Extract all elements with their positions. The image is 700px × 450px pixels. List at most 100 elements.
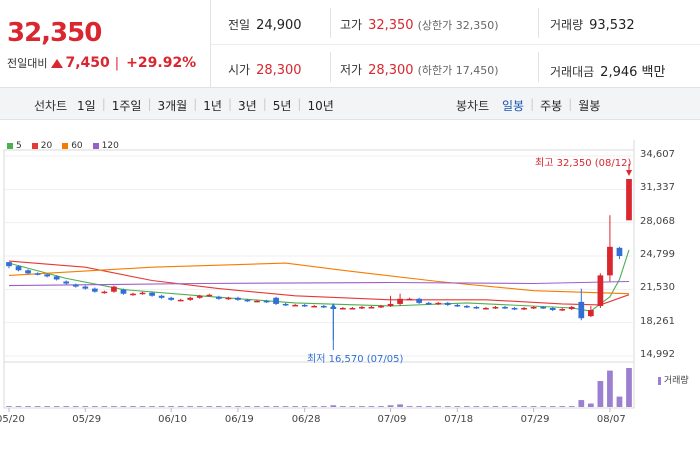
y-tick-label: 24,799 bbox=[640, 249, 675, 260]
volume-bar bbox=[244, 406, 251, 407]
line-period-tab-1[interactable]: 1주일 bbox=[111, 99, 142, 113]
tab-separator: | bbox=[227, 97, 232, 111]
legend-swatch bbox=[31, 143, 38, 149]
volume-bar bbox=[597, 381, 604, 407]
candle-period-tab-1[interactable]: 주봉 bbox=[540, 99, 563, 113]
candle-period-tab-2[interactable]: 월봉 bbox=[578, 99, 601, 113]
line-period-tab-6[interactable]: 10년 bbox=[307, 99, 334, 113]
legend-swatch bbox=[92, 143, 99, 149]
change-value: 7,450 bbox=[65, 55, 110, 71]
x-tick-label: 07/09 bbox=[377, 414, 407, 425]
y-tick-label: 34,607 bbox=[640, 149, 675, 160]
volume-bar bbox=[492, 406, 499, 407]
line-period-tab-2[interactable]: 3개월 bbox=[157, 99, 188, 113]
volume-bar bbox=[158, 406, 165, 407]
candle-body bbox=[378, 305, 384, 308]
candle-body bbox=[616, 247, 623, 256]
line-period-tab-4[interactable]: 3년 bbox=[238, 99, 257, 113]
candle-body bbox=[206, 294, 213, 297]
candle-body bbox=[101, 291, 108, 294]
low-label: 저가 bbox=[340, 63, 363, 77]
volume-bar bbox=[559, 406, 566, 407]
volume-bar bbox=[149, 406, 155, 407]
candle-body bbox=[454, 304, 461, 307]
volume-bar bbox=[101, 406, 108, 407]
volume-bar bbox=[435, 406, 442, 407]
line-period-tab-3[interactable]: 1년 bbox=[203, 99, 222, 113]
volume-bar bbox=[616, 396, 623, 407]
volume-legend: 거래량 bbox=[658, 373, 689, 386]
candle-body bbox=[435, 302, 442, 305]
candle-period-tab-0[interactable]: 일봉 bbox=[502, 99, 525, 113]
turnover-value: 2,946 백만 bbox=[600, 65, 666, 80]
volume-bar bbox=[82, 406, 89, 407]
volume-bar bbox=[387, 405, 394, 407]
high-label: 고가 bbox=[340, 18, 363, 32]
low-value: 28,300 bbox=[368, 63, 414, 78]
candle-body bbox=[282, 303, 289, 306]
candle-period-tabs: 일봉 | 주봉 | 월봉 bbox=[502, 97, 600, 114]
line-period-tab-0[interactable]: 1일 bbox=[77, 99, 96, 113]
volume-bar bbox=[225, 406, 232, 407]
tab-separator: | bbox=[297, 97, 302, 111]
legend-ma-60: 60 bbox=[62, 141, 83, 151]
high-annotation: 최고 32,350 (08/12) bbox=[535, 158, 632, 169]
volume-bar bbox=[263, 406, 270, 407]
volume-bar bbox=[483, 406, 489, 407]
candle-body bbox=[130, 293, 136, 296]
tab-separator: | bbox=[147, 97, 152, 111]
candle-body bbox=[244, 299, 251, 302]
x-tick-label: 05/20 bbox=[0, 414, 25, 425]
candle-body bbox=[34, 273, 41, 275]
candle-body bbox=[301, 304, 308, 307]
volume-bar bbox=[292, 406, 299, 407]
volume-bar bbox=[139, 406, 146, 407]
open-value: 28,300 bbox=[256, 63, 302, 78]
y-tick-label: 31,337 bbox=[640, 182, 675, 194]
x-tick-label: 06/28 bbox=[291, 414, 321, 425]
volume-bar bbox=[587, 403, 594, 407]
volume-bar bbox=[44, 406, 51, 407]
divider bbox=[538, 8, 539, 38]
prev-close-label: 전일 bbox=[228, 18, 251, 32]
low-cell: 저가 28,300 (하한가 17,450) bbox=[340, 61, 499, 78]
line-period-tab-5[interactable]: 5년 bbox=[272, 99, 292, 113]
volume-bar bbox=[177, 406, 184, 407]
volume-bar bbox=[25, 406, 31, 407]
candle-body bbox=[359, 306, 365, 309]
candle-body bbox=[91, 288, 98, 292]
tab-separator: | bbox=[193, 97, 198, 111]
candle-body bbox=[473, 306, 480, 309]
volume-bar bbox=[378, 406, 384, 407]
candle-body bbox=[53, 276, 60, 280]
legend-label: 60 bbox=[71, 141, 83, 151]
current-price: 32,350 bbox=[7, 18, 102, 48]
quote-header: 32,350 전일대비 7,450 | +29.92% bbox=[0, 0, 700, 88]
volume-bar bbox=[215, 406, 222, 407]
volume-frame bbox=[3, 361, 635, 409]
tab-separator: | bbox=[568, 97, 573, 111]
x-tick-label: 06/19 bbox=[224, 414, 254, 425]
candle-body bbox=[368, 306, 375, 309]
volume-bar bbox=[568, 406, 575, 407]
legend-ma-120: 120 bbox=[92, 141, 119, 151]
candle-body bbox=[559, 309, 566, 311]
volume-bar bbox=[320, 406, 327, 407]
volume-bar bbox=[53, 406, 60, 407]
volume-bar bbox=[502, 406, 508, 407]
candle-chart-label: 봉차트 bbox=[456, 99, 490, 113]
ma-line-5 bbox=[8, 249, 630, 312]
candle-body bbox=[607, 246, 613, 276]
change-row: 전일대비 7,450 | +29.92% bbox=[7, 55, 196, 71]
open-label: 시가 bbox=[228, 63, 251, 77]
volume-bar bbox=[15, 406, 22, 407]
candle-body bbox=[273, 297, 279, 304]
candle-body bbox=[416, 298, 423, 303]
ma-line-60 bbox=[8, 262, 630, 295]
divider bbox=[330, 8, 331, 38]
volume-bar bbox=[34, 406, 41, 407]
up-arrow-icon bbox=[51, 58, 64, 68]
volume-bar bbox=[473, 406, 480, 407]
turnover-cell: 거래대금 2,946 백만 bbox=[550, 61, 665, 80]
candle-body bbox=[626, 179, 632, 221]
